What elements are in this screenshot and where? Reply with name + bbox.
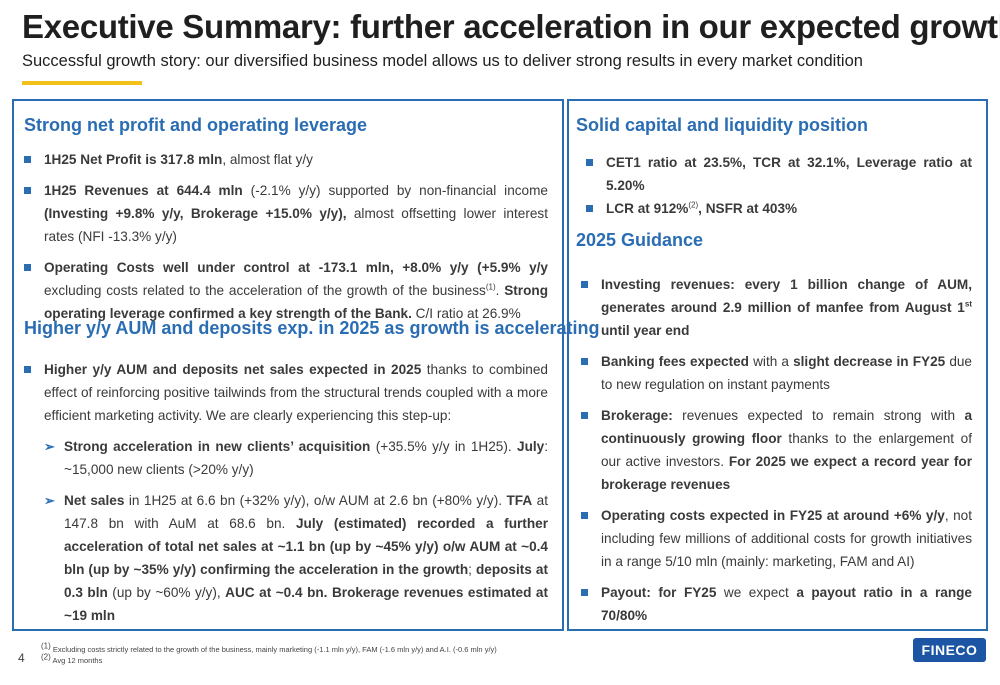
right-panel [567, 99, 988, 631]
page-number: 4 [18, 651, 25, 665]
list-item: 1H25 Net Profit is 317.8 mln, almost fla… [24, 148, 548, 171]
list-item: 1H25 Revenues at 644.4 mln (-2.1% y/y) s… [24, 179, 548, 248]
square-bullet-icon [24, 366, 31, 373]
list-item: Operating costs expected in FY25 at arou… [581, 504, 972, 573]
square-bullet-icon [24, 156, 31, 163]
list-item: Banking fees expected with a slight decr… [581, 350, 972, 396]
footnotes: (1) Excluding costs strictly related to … [41, 641, 497, 666]
square-bullet-icon [586, 159, 593, 166]
square-bullet-icon [581, 358, 588, 365]
list-item: LCR at 912%(2), NSFR at 403% [586, 197, 972, 220]
list-item: Investing revenues: every 1 billion chan… [581, 273, 972, 342]
page-subtitle: Successful growth story: our diversified… [22, 52, 863, 70]
footnote-1: (1) Excluding costs strictly related to … [41, 641, 497, 654]
page-title: Executive Summary: further acceleration … [22, 8, 1000, 45]
arrow-bullet-icon: ➢ [44, 439, 55, 454]
square-bullet-icon [581, 512, 588, 519]
section-title-net-profit: Strong net profit and operating leverage [24, 115, 368, 135]
guidance-list: Investing revenues: every 1 billion chan… [581, 273, 972, 627]
list-item: Operating Costs well under control at -1… [24, 256, 548, 325]
left-panel [12, 99, 564, 631]
square-bullet-icon [24, 187, 31, 194]
square-bullet-icon [24, 264, 31, 271]
aum-growth-list: Higher y/y AUM and deposits net sales ex… [24, 358, 548, 627]
sub-list-item: ➢ Strong acceleration in new clients’ ac… [44, 435, 548, 481]
list-item: Higher y/y AUM and deposits net sales ex… [24, 358, 548, 427]
footnote-2: (2) Avg 12 months [41, 652, 103, 665]
sub-list-item: ➢ Net sales in 1H25 at 6.6 bn (+32% y/y)… [44, 489, 548, 627]
capital-list: CET1 ratio at 23.5%, TCR at 32.1%, Lever… [586, 151, 972, 220]
fineco-logo: FINECO [913, 638, 986, 662]
arrow-bullet-icon: ➢ [44, 493, 55, 508]
list-item: CET1 ratio at 23.5%, TCR at 32.1%, Lever… [586, 151, 972, 197]
section-title-guidance: 2025 Guidance [576, 230, 704, 250]
list-item: Payout: for FY25 we expect a payout rati… [581, 581, 972, 627]
square-bullet-icon [581, 412, 588, 419]
title-accent-bar [22, 81, 142, 85]
section-title-aum-growth: Higher y/y AUM and deposits exp. in 2025… [24, 318, 600, 338]
square-bullet-icon [581, 589, 588, 596]
net-profit-list: 1H25 Net Profit is 317.8 mln, almost fla… [24, 148, 548, 325]
square-bullet-icon [581, 281, 588, 288]
list-item: Brokerage: revenues expected to remain s… [581, 404, 972, 496]
square-bullet-icon [586, 205, 593, 212]
section-title-capital: Solid capital and liquidity position [576, 115, 869, 135]
